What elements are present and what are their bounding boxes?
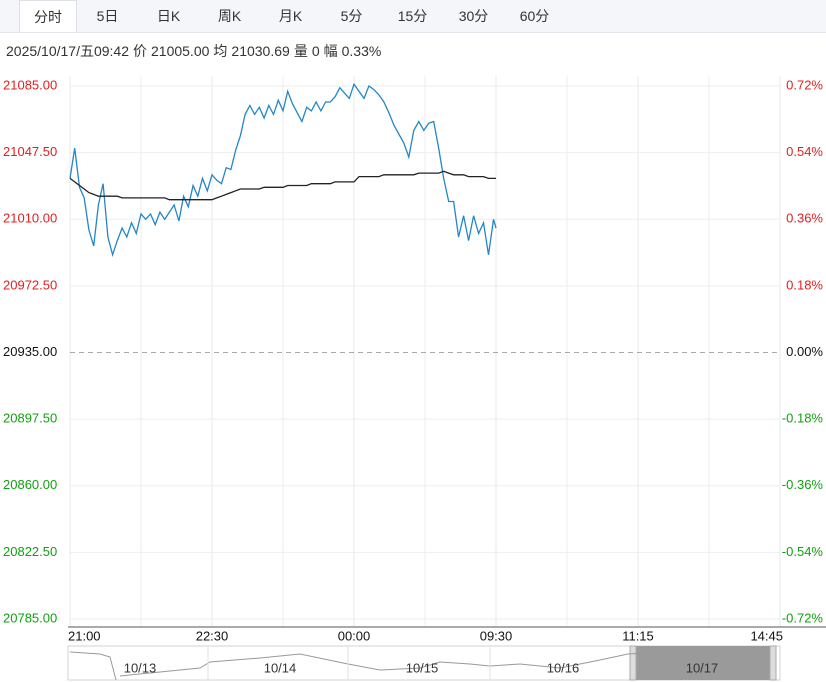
y-tick-label: 21047.50 <box>3 144 57 159</box>
y2-tick-label: -0.72% <box>782 610 824 625</box>
y-tick-label: 21085.00 <box>3 77 57 92</box>
tab[interactable]: 60分 <box>519 8 550 24</box>
y-tick-label: 20822.50 <box>3 544 57 559</box>
tab[interactable]: 日K <box>156 8 181 24</box>
navigator-line <box>69 649 713 681</box>
info-bar: 2025/10/17/五09:42 价 21005.00 均 21030.69 量 0 幅 0.… <box>6 41 385 61</box>
y2-tick-label: 0.36% <box>786 211 823 226</box>
y2-tick-label: -0.36% <box>782 477 824 492</box>
info-value: 0 <box>311 43 320 59</box>
info-label: 均 <box>213 43 228 59</box>
x-tick-label: 21:00 <box>68 628 101 643</box>
navigator-date: 10/17 <box>686 660 719 675</box>
y-tick-label: 20935.00 <box>3 344 57 359</box>
y-tick-label: 21010.00 <box>3 211 57 226</box>
x-tick-label: 11:15 <box>622 628 654 643</box>
x-tick-label: 14:45 <box>750 628 783 643</box>
y2-tick-label: -0.54% <box>782 544 824 559</box>
y-tick-label: 20897.50 <box>3 411 57 426</box>
info-label: 量 <box>293 43 308 59</box>
tab[interactable]: 5分 <box>340 8 363 24</box>
y2-tick-label: 0.54% <box>786 144 823 159</box>
navigator-date: 10/16 <box>547 660 580 675</box>
navigator-date: 10/15 <box>406 660 439 675</box>
tab[interactable]: 月K <box>278 8 303 24</box>
info-value: 0.33% <box>341 43 382 59</box>
tab[interactable]: 5日 <box>96 8 119 24</box>
datetime: 2025/10/17/五09:42 <box>6 43 129 59</box>
info-label: 幅 <box>323 43 338 59</box>
series-line <box>69 170 496 201</box>
x-tick-label: 22:30 <box>196 628 229 643</box>
navigator-handle[interactable] <box>769 645 777 681</box>
y2-tick-label: 0.00% <box>786 344 823 359</box>
navigator-selection[interactable] <box>632 646 772 680</box>
info-label: 价 <box>133 43 147 59</box>
tab[interactable]: 分时 <box>19 0 77 32</box>
tab[interactable]: 15分 <box>397 8 428 24</box>
series-line <box>69 82 497 258</box>
tab-bar: 分时 5日 日K 周K 月K 5分 15分 30分 60分 <box>0 0 826 33</box>
x-tick-label: 00:00 <box>338 628 371 643</box>
y-tick-label: 20972.50 <box>3 277 57 292</box>
y2-tick-label: 0.18% <box>786 277 823 292</box>
y2-tick-label: -0.18% <box>782 411 824 426</box>
y-tick-label: 20785.00 <box>3 610 57 625</box>
tab[interactable]: 周K <box>217 8 242 24</box>
x-tick-label: 09:30 <box>480 628 513 643</box>
navigator-handle[interactable] <box>629 645 637 681</box>
info-value: 21030.69 <box>231 43 290 59</box>
tab[interactable]: 30分 <box>458 8 489 24</box>
info-value: 21005.00 <box>151 43 210 59</box>
navigator-date: 10/14 <box>264 660 297 675</box>
navigator-date: 10/13 <box>124 660 157 675</box>
y2-tick-label: 0.72% <box>786 77 823 92</box>
y-tick-label: 20860.00 <box>3 477 57 492</box>
